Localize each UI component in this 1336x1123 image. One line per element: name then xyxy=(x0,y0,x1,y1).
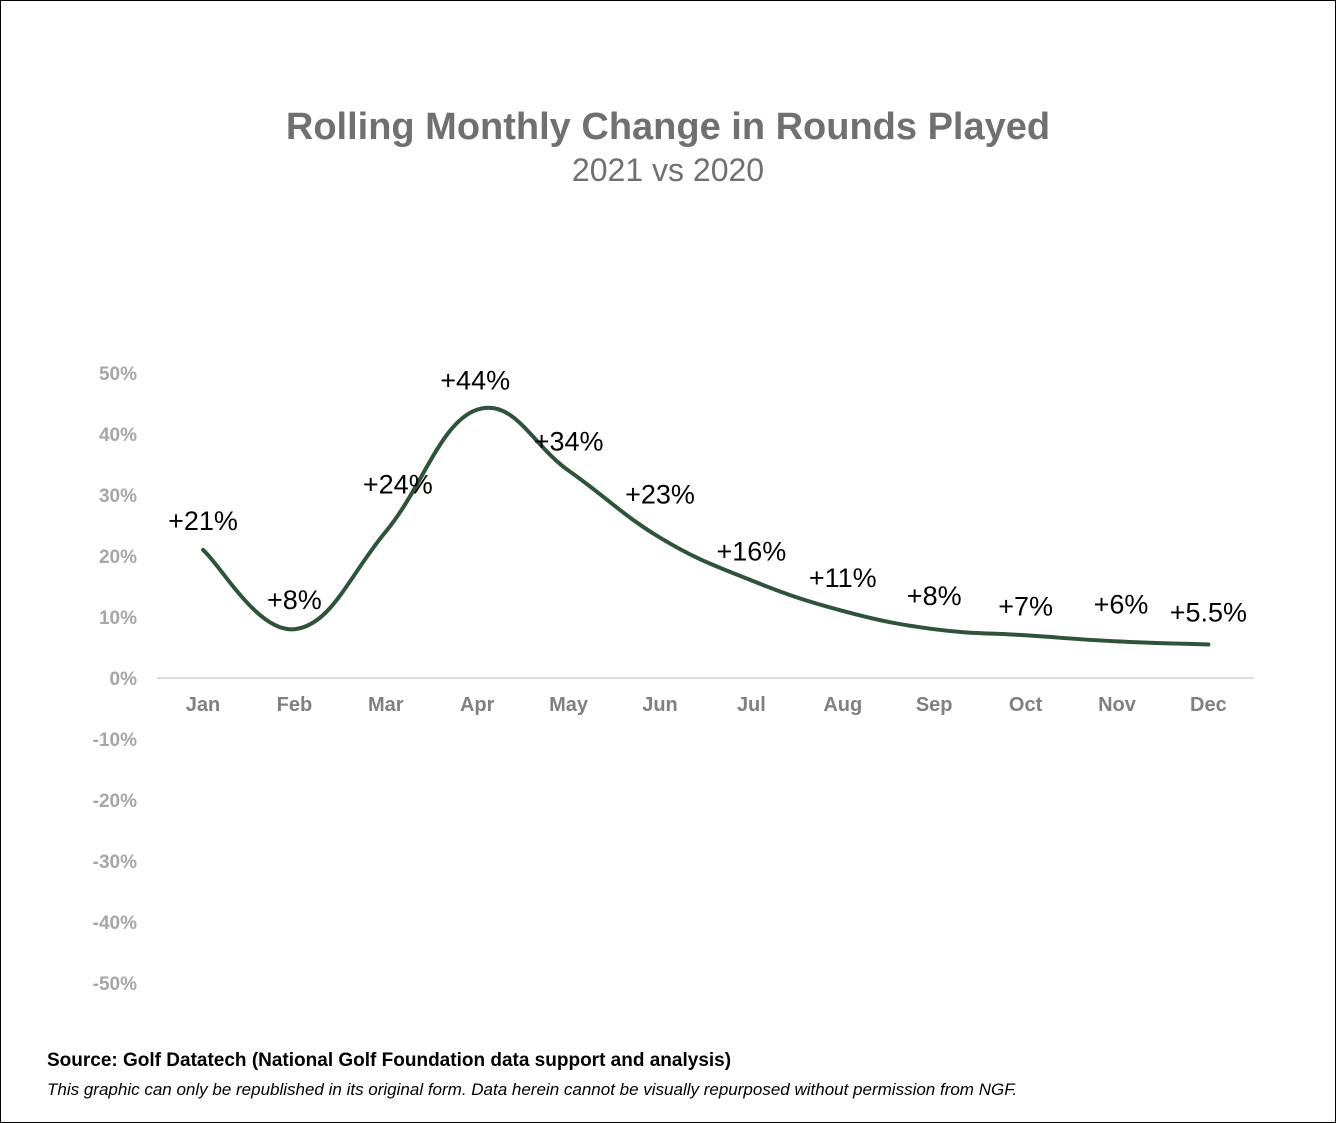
y-tick-label: 30% xyxy=(99,486,137,507)
chart-subtitle: 2021 vs 2020 xyxy=(571,152,765,188)
disclaimer-text: This graphic can only be republished in … xyxy=(47,1080,1018,1099)
data-label: +16% xyxy=(716,536,786,566)
y-tick-label: -20% xyxy=(93,791,137,812)
chart-title: Rolling Monthly Change in Rounds Played xyxy=(285,106,1051,148)
y-tick-label: 20% xyxy=(99,547,137,568)
x-tick-label: Mar xyxy=(368,694,404,716)
x-tick-label: Nov xyxy=(1098,694,1137,716)
y-tick-label: -50% xyxy=(93,974,137,995)
y-tick-label: -10% xyxy=(93,730,137,751)
data-label: +34% xyxy=(534,427,604,457)
source-text: Source: Golf Datatech (National Golf Fou… xyxy=(47,1050,732,1071)
data-label: +8% xyxy=(267,585,322,615)
x-tick-label: Jun xyxy=(642,694,678,716)
data-label: +24% xyxy=(363,470,433,500)
y-tick-label: 50% xyxy=(99,364,137,385)
y-tick-label: -40% xyxy=(93,913,137,934)
y-tick-label: 10% xyxy=(99,608,137,629)
data-label: +7% xyxy=(998,591,1053,621)
x-tick-label: Jan xyxy=(186,694,220,716)
data-label: +11% xyxy=(809,563,877,593)
data-label: +23% xyxy=(625,480,695,510)
x-tick-label: May xyxy=(549,694,589,716)
y-tick-label: 40% xyxy=(99,425,137,446)
data-label: +6% xyxy=(1094,589,1149,619)
data-label: +5.5% xyxy=(1170,597,1247,627)
y-tick-label: -30% xyxy=(93,852,137,873)
data-label: +44% xyxy=(440,366,510,396)
x-tick-label: Feb xyxy=(277,694,313,716)
x-tick-label: Oct xyxy=(1009,694,1043,716)
x-tick-label: Aug xyxy=(823,694,862,716)
x-tick-label: Dec xyxy=(1190,694,1227,716)
x-tick-label: Apr xyxy=(460,694,495,716)
y-axis-ticks: 50% 40% 30% 20% 10% 0% -10% -20% -30% -40% -50% xyxy=(93,364,137,995)
y-tick-label: 0% xyxy=(110,669,138,690)
x-tick-label: Sep xyxy=(916,694,953,716)
series-line xyxy=(201,405,1211,647)
x-tick-label: Jul xyxy=(737,694,766,716)
data-label: +8% xyxy=(907,581,962,611)
data-label: +21% xyxy=(168,506,238,536)
data-labels: +21% +8% +24% +44% +34% +23% +16% +11% +8% +7% +6%… xyxy=(168,366,1247,628)
x-axis-categories: Jan Feb Mar Apr May Jun Jul Aug Sep Oct Nov Dec xyxy=(186,694,1227,716)
